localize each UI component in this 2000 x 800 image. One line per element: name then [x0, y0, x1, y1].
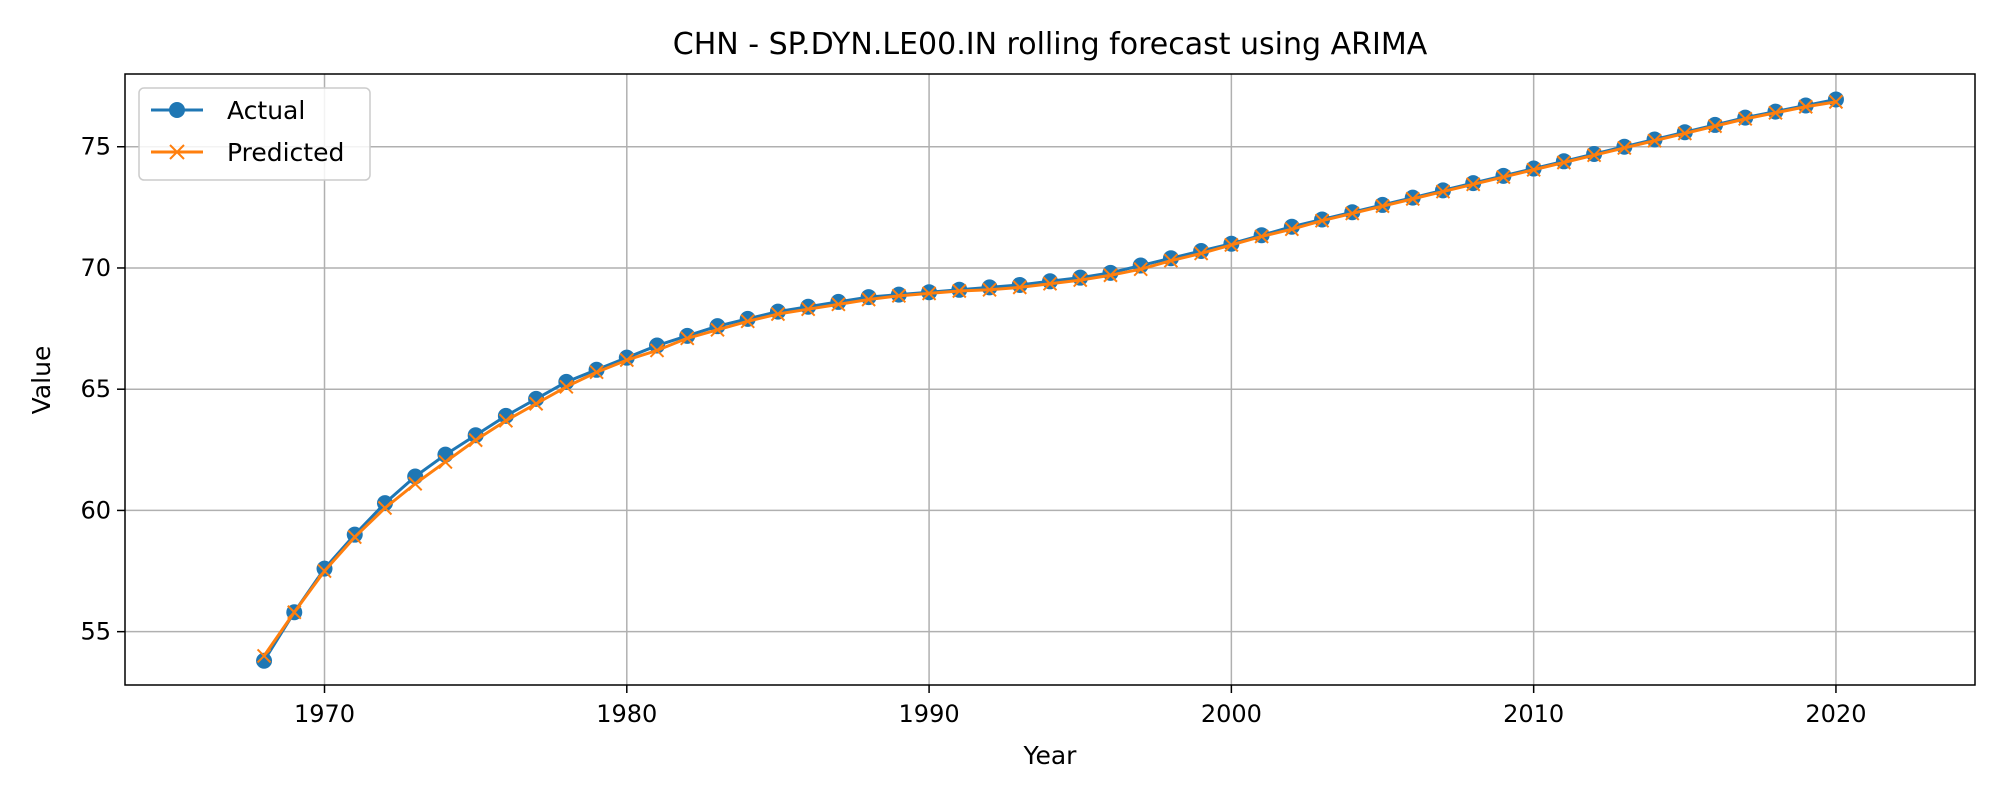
actual-point [1827, 91, 1844, 108]
predicted-point [710, 322, 725, 338]
legend-predicted-label: Predicted [227, 138, 344, 167]
predicted-point [1768, 105, 1783, 121]
y-axis-label: Value [27, 346, 56, 415]
predicted-point [287, 605, 302, 620]
predicted-point [619, 352, 635, 368]
predicted-point [407, 476, 423, 491]
legend-predicted-marker [169, 144, 185, 160]
actual-point [800, 298, 817, 315]
predicted-point [740, 314, 755, 329]
predicted-point [770, 306, 786, 322]
grid-lines [125, 74, 1975, 685]
predicted-series [256, 94, 1844, 664]
predicted-point [1133, 261, 1148, 277]
predicted-point [498, 413, 514, 428]
predicted-point [1012, 280, 1027, 295]
x-axis-label: Year [1023, 741, 1078, 770]
predicted-point [1073, 272, 1088, 288]
actual-point [346, 526, 363, 543]
predicted-point [1798, 99, 1813, 114]
predicted-point [256, 648, 272, 664]
y-tick-label: 65 [80, 375, 111, 403]
predicted-point [1526, 162, 1541, 177]
predicted-point [921, 286, 937, 301]
predicted-point [1738, 111, 1753, 127]
predicted-point [468, 432, 483, 448]
predicted-point [680, 331, 695, 346]
predicted-point [347, 529, 362, 545]
predicted-point [317, 563, 332, 579]
actual-series [256, 91, 1844, 669]
predicted-point [861, 292, 876, 307]
legend-actual-label: Actual [227, 96, 305, 125]
predicted-point [1496, 169, 1511, 185]
chart-title: CHN - SP.DYN.LE00.IN rolling forecast us… [673, 27, 1428, 62]
predicted-point [831, 297, 846, 312]
x-axis-ticks: 1970 1980 1990 2000 2010 2020 [294, 685, 1866, 728]
actual-point [1072, 269, 1089, 286]
y-tick-label: 60 [80, 496, 111, 524]
predicted-point [1617, 140, 1632, 156]
predicted-point [1163, 253, 1179, 268]
predicted-point [1465, 177, 1481, 192]
predicted-point [1103, 268, 1118, 283]
predicted-point [1828, 94, 1844, 110]
y-axis-ticks: 55 60 65 70 75 [80, 133, 125, 646]
predicted-point [589, 365, 604, 380]
predicted-point [1586, 148, 1602, 163]
x-tick-label: 1980 [596, 700, 657, 728]
y-tick-label: 75 [80, 133, 111, 161]
predicted-point [1435, 184, 1451, 199]
predicted-point [1707, 118, 1723, 134]
predicted-point [800, 301, 816, 317]
actual-point [981, 279, 998, 296]
predicted-point [1042, 276, 1058, 291]
predicted-point [1254, 229, 1269, 244]
actual-point [769, 303, 786, 320]
legend-actual-marker [169, 102, 185, 118]
predicted-point [649, 343, 665, 358]
predicted-point [1284, 221, 1300, 237]
predicted-point [982, 282, 997, 297]
x-tick-label: 1990 [899, 700, 960, 728]
x-tick-label: 1970 [294, 700, 355, 728]
predicted-point [438, 454, 453, 470]
predicted-point [528, 396, 544, 411]
y-tick-label: 70 [80, 254, 111, 282]
predicted-point [1193, 246, 1209, 261]
predicted-point [891, 288, 907, 304]
predicted-point [1556, 155, 1572, 170]
actual-point [376, 495, 393, 512]
x-tick-label: 2000 [1201, 700, 1262, 728]
predicted-point [377, 500, 393, 516]
predicted-point [559, 379, 574, 394]
actual-point [830, 293, 847, 310]
x-tick-label: 2010 [1503, 700, 1564, 728]
x-tick-label: 2020 [1805, 700, 1866, 728]
actual-point [1042, 273, 1058, 290]
series-layer [256, 91, 1844, 669]
actual-point [1011, 276, 1028, 293]
predicted-point [1647, 133, 1662, 148]
predicted-point [1314, 213, 1330, 228]
predicted-point [1375, 198, 1390, 214]
legend: Actual Predicted [138, 87, 371, 181]
predicted-point [1224, 237, 1239, 253]
y-tick-label: 55 [80, 618, 111, 646]
plot-frame [124, 73, 1976, 686]
predicted-line [262, 100, 1837, 657]
actual-point [256, 652, 273, 669]
actual-point [860, 289, 877, 306]
actual-line [262, 97, 1837, 662]
predicted-point [1405, 191, 1420, 207]
predicted-point [952, 283, 967, 299]
predicted-point [1677, 126, 1693, 141]
predicted-point [1345, 206, 1360, 221]
